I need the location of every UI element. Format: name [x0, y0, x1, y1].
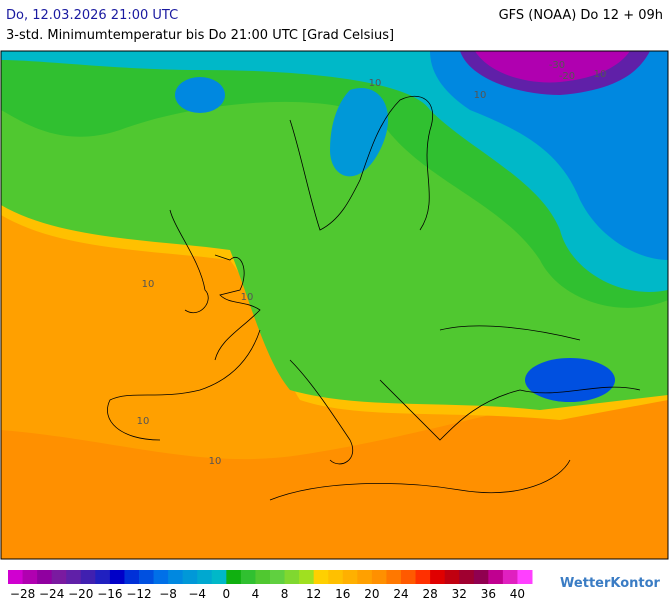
- map: -30-20 10 10 10 10 10 10 10: [0, 50, 669, 560]
- coastlines: [107, 95, 641, 501]
- color-swatch: [182, 570, 198, 584]
- legend-tick-label: 32: [452, 587, 467, 600]
- contour-label: 10: [369, 78, 382, 89]
- color-swatch: [459, 570, 475, 584]
- logo: WetterKontor: [560, 576, 661, 591]
- contour-label: 10: [474, 90, 487, 101]
- color-swatch: [430, 570, 446, 584]
- color-swatch: [226, 570, 242, 584]
- color-swatch: [211, 570, 227, 584]
- color-swatch: [444, 570, 460, 584]
- color-swatch: [371, 570, 387, 584]
- color-swatch: [168, 570, 184, 584]
- legend-tick-label: 12: [306, 587, 321, 600]
- color-swatch: [240, 570, 256, 584]
- contour-label: 10: [142, 279, 155, 290]
- color-swatch: [197, 570, 213, 584]
- color-swatch: [488, 570, 504, 584]
- map-scandes: [330, 88, 389, 177]
- legend-tick-label: 36: [481, 587, 496, 600]
- contour-label: 10: [241, 292, 254, 303]
- color-swatch: [401, 570, 417, 584]
- color-swatch: [342, 570, 358, 584]
- legend-tick-label: −4: [188, 587, 206, 600]
- date-label: Do, 12.03.2026 21:00 UTC: [6, 8, 178, 23]
- color-swatch: [80, 570, 96, 584]
- legend-tick-label: 40: [510, 587, 525, 600]
- map-siberia-core: [475, 51, 630, 83]
- color-legend: −28 −24 −20 −16 −12 −8 −4 0 4 8 12 16 20 24 28 32 36 40: [8, 570, 533, 600]
- color-swatch: [270, 570, 286, 584]
- color-swatch: [284, 570, 300, 584]
- legend-tick-label: −24: [39, 587, 64, 600]
- contour-label: -30: [549, 60, 565, 71]
- contour-label: 10: [594, 69, 607, 80]
- color-swatch: [37, 570, 53, 584]
- color-swatch: [153, 570, 169, 584]
- map-iceland: [175, 77, 225, 113]
- contour-label: 10: [137, 416, 150, 427]
- color-swatch: [66, 570, 82, 584]
- contour-labels: -30-20 10 10 10 10 10 10 10: [137, 60, 607, 467]
- map-frame: [0, 50, 669, 560]
- subtitle: 3-std. Minimumtemperatur bis Do 21:00 UT…: [6, 28, 394, 43]
- legend-tick-label: 8: [281, 587, 289, 600]
- legend-tick-label: 0: [223, 587, 231, 600]
- contour-label: -20: [559, 71, 575, 82]
- legend-tick-label: −16: [97, 587, 122, 600]
- color-swatch: [473, 570, 489, 584]
- legend-tick-label: 28: [422, 587, 437, 600]
- color-swatch: [8, 570, 24, 584]
- color-swatch: [415, 570, 431, 584]
- color-swatch: [299, 570, 315, 584]
- color-swatch: [357, 570, 373, 584]
- color-swatch: [139, 570, 155, 584]
- color-swatch: [502, 570, 518, 584]
- color-swatch: [124, 570, 140, 584]
- legend-tick-label: −12: [126, 587, 151, 600]
- color-swatch: [109, 570, 125, 584]
- color-swatch: [517, 570, 533, 584]
- legend-tick-label: 16: [335, 587, 350, 600]
- color-swatch: [95, 570, 111, 584]
- legend-tick-label: −28: [10, 587, 35, 600]
- map-caucasus: [525, 358, 615, 402]
- contour-label: 10: [209, 456, 222, 467]
- legend-tick-label: −8: [159, 587, 177, 600]
- color-swatch: [51, 570, 67, 584]
- color-swatch: [386, 570, 402, 584]
- model-label: GFS (NOAA) Do 12 + 09h: [499, 8, 663, 23]
- legend-tick-label: 24: [393, 587, 408, 600]
- color-swatch: [328, 570, 344, 584]
- legend-tick-label: −20: [68, 587, 93, 600]
- color-swatch: [255, 570, 271, 584]
- color-swatch: [22, 570, 38, 584]
- legend-tick-label: 4: [252, 587, 260, 600]
- map-hot: [1, 380, 668, 559]
- color-swatch: [313, 570, 329, 584]
- map-colder: [430, 51, 668, 260]
- legend-tick-label: 20: [364, 587, 379, 600]
